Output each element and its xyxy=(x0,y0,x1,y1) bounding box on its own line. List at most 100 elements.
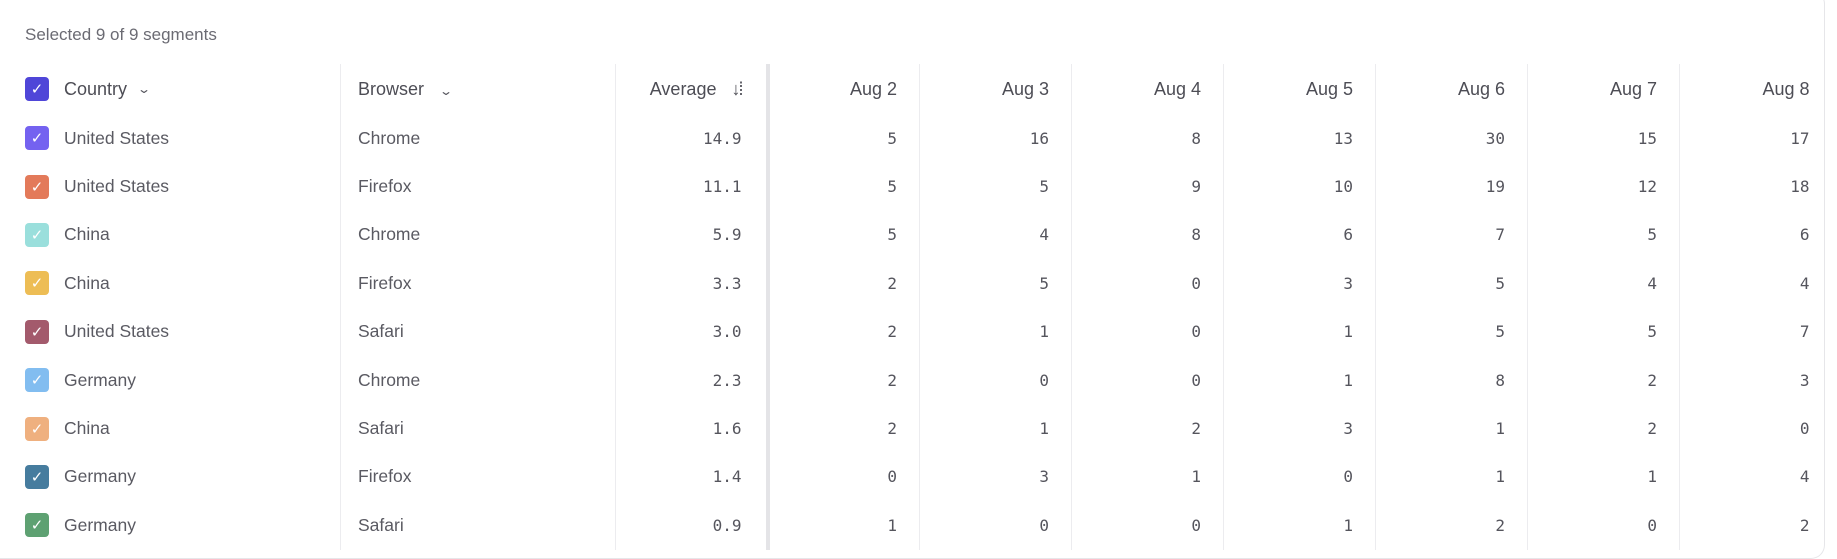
browser-cell: Chrome xyxy=(340,210,616,260)
date-value-cell: 1 xyxy=(1223,355,1376,405)
average-cell: 2.3 xyxy=(615,355,770,405)
date-value-cell: 15 xyxy=(1527,114,1680,163)
table-row[interactable]: ✓ United States Firefox 11.1 5 5 9 10 19 12 18 xyxy=(0,162,1824,211)
date-column-header[interactable]: Aug 6 xyxy=(1375,64,1528,114)
date-value-cell: 1 xyxy=(1375,404,1528,453)
country-cell: ✓ China xyxy=(0,259,341,308)
date-value-cell: 4 xyxy=(1799,273,1810,293)
segments-table: ✓ Country ⌄ Browser ⌄ Average ↓⁞ Aug 2 A… xyxy=(0,64,1824,550)
country-label: United States xyxy=(64,176,170,197)
date-value-cell: 5 xyxy=(919,259,1072,308)
date-column-header[interactable]: Aug 8 xyxy=(1762,78,1810,99)
country-label: China xyxy=(64,418,110,439)
country-cell: ✓ China xyxy=(0,404,341,453)
segment-checkbox[interactable]: ✓ xyxy=(25,513,49,538)
date-value-cell: 3 xyxy=(1799,370,1810,390)
browser-cell: Chrome xyxy=(340,355,616,405)
table-row[interactable]: ✓ China Chrome 5.9 5 4 8 6 7 5 6 xyxy=(0,210,1824,260)
segment-checkbox[interactable]: ✓ xyxy=(25,174,49,199)
table-row[interactable]: ✓ United States Safari 3.0 2 1 0 1 5 5 7 xyxy=(0,307,1824,356)
table-row[interactable]: ✓ China Firefox 3.3 2 5 0 3 5 4 4 xyxy=(0,259,1824,308)
segment-checkbox[interactable]: ✓ xyxy=(25,416,49,441)
table-row[interactable]: ✓ Germany Chrome 2.3 2 0 0 1 8 2 3 xyxy=(0,355,1824,405)
browser-cell: Firefox xyxy=(340,452,616,502)
check-icon: ✓ xyxy=(30,275,44,293)
date-value-cell: 2 xyxy=(767,404,920,453)
country-cell: ✓ United States xyxy=(0,114,341,163)
date-value-cell: 19 xyxy=(1375,162,1528,211)
check-icon: ✓ xyxy=(30,517,44,535)
date-value-cell: 10 xyxy=(1223,162,1376,211)
date-value-cell: 5 xyxy=(1527,307,1680,356)
browser-cell: Firefox xyxy=(340,162,616,211)
date-value-cell: 6 xyxy=(1223,210,1376,260)
browser-cell: Chrome xyxy=(340,114,616,163)
chevron-down-icon[interactable]: ⌄ xyxy=(137,82,152,96)
date-value-cell: 8 xyxy=(1071,210,1224,260)
date-value-cell: 8 xyxy=(1071,114,1224,163)
chevron-down-icon[interactable]: ⌄ xyxy=(439,83,454,98)
average-cell: 14.9 xyxy=(615,114,770,163)
country-cell: ✓ Germany xyxy=(0,501,341,550)
date-value-cell: 0 xyxy=(1223,452,1376,502)
date-value-cell: 2 xyxy=(767,307,920,356)
date-value-cell: 4 xyxy=(1527,259,1680,308)
country-label: Germany xyxy=(64,369,136,390)
browser-cell: Firefox xyxy=(340,259,616,308)
date-value-cell: 2 xyxy=(1375,501,1528,550)
average-header-label: Average xyxy=(649,78,717,99)
check-icon: ✓ xyxy=(30,130,44,148)
date-value-cell: 0 xyxy=(1527,501,1680,550)
segment-checkbox[interactable]: ✓ xyxy=(25,368,49,393)
segment-checkbox[interactable]: ✓ xyxy=(25,271,49,296)
sort-descending-icon[interactable]: ↓⁞ xyxy=(731,78,743,99)
segment-checkbox[interactable]: ✓ xyxy=(25,319,49,344)
table-row[interactable]: ✓ Germany Safari 0.9 1 0 0 1 2 0 2 xyxy=(0,501,1824,550)
average-column-header[interactable]: Average ↓⁞ xyxy=(615,64,770,114)
select-all-checkbox[interactable]: ✓ xyxy=(25,77,49,101)
browser-cell: Safari xyxy=(340,307,616,356)
date-column-header[interactable]: Aug 4 xyxy=(1071,64,1224,114)
check-icon: ✓ xyxy=(30,372,44,390)
date-value-cell: 2 xyxy=(1527,404,1680,453)
date-value-cell: 5 xyxy=(767,162,920,211)
country-column-header[interactable]: ✓ Country ⌄ xyxy=(0,64,341,114)
segment-checkbox[interactable]: ✓ xyxy=(25,126,49,151)
date-value-cell: 5 xyxy=(1527,210,1680,260)
date-value-cell: 0 xyxy=(919,501,1072,550)
country-cell: ✓ China xyxy=(0,210,341,260)
country-header-label: Country xyxy=(64,78,128,99)
date-value-cell: 2 xyxy=(1799,515,1810,535)
table-row[interactable]: ✓ United States Chrome 14.9 5 16 8 13 30 15 17 xyxy=(0,114,1824,163)
country-label: United States xyxy=(64,321,170,342)
segment-checkbox[interactable]: ✓ xyxy=(25,464,49,489)
date-column-header[interactable]: Aug 2 xyxy=(767,64,920,114)
date-value-cell: 18 xyxy=(1790,177,1810,197)
date-value-cell: 7 xyxy=(1375,210,1528,260)
date-value-cell: 1 xyxy=(1527,452,1680,502)
average-cell: 1.6 xyxy=(615,404,770,453)
country-cell: ✓ United States xyxy=(0,162,341,211)
table-row[interactable]: ✓ Germany Firefox 1.4 0 3 1 0 1 1 4 xyxy=(0,452,1824,502)
date-value-cell: 0 xyxy=(767,452,920,502)
date-value-cell: 5 xyxy=(767,210,920,260)
browser-cell: Safari xyxy=(340,501,616,550)
date-value-cell: 9 xyxy=(1071,162,1224,211)
date-column-header[interactable]: Aug 7 xyxy=(1527,64,1680,114)
check-icon: ✓ xyxy=(30,226,44,244)
country-label: United States xyxy=(64,127,170,148)
date-value-cell: 7 xyxy=(1799,322,1810,342)
date-value-cell: 3 xyxy=(1223,259,1376,308)
date-value-cell: 2 xyxy=(1527,355,1680,405)
date-column-header[interactable]: Aug 3 xyxy=(919,64,1072,114)
country-label: Germany xyxy=(64,514,136,535)
date-value-cell: 12 xyxy=(1527,162,1680,211)
date-value-cell: 0 xyxy=(1071,501,1224,550)
table-row[interactable]: ✓ China Safari 1.6 2 1 2 3 1 2 0 xyxy=(0,404,1824,453)
browser-column-header[interactable]: Browser ⌄ xyxy=(340,64,616,114)
date-column-header[interactable]: Aug 5 xyxy=(1223,64,1376,114)
check-icon: ✓ xyxy=(30,323,44,341)
average-cell: 3.3 xyxy=(615,259,770,308)
country-label: China xyxy=(64,224,110,245)
segment-checkbox[interactable]: ✓ xyxy=(25,222,49,247)
